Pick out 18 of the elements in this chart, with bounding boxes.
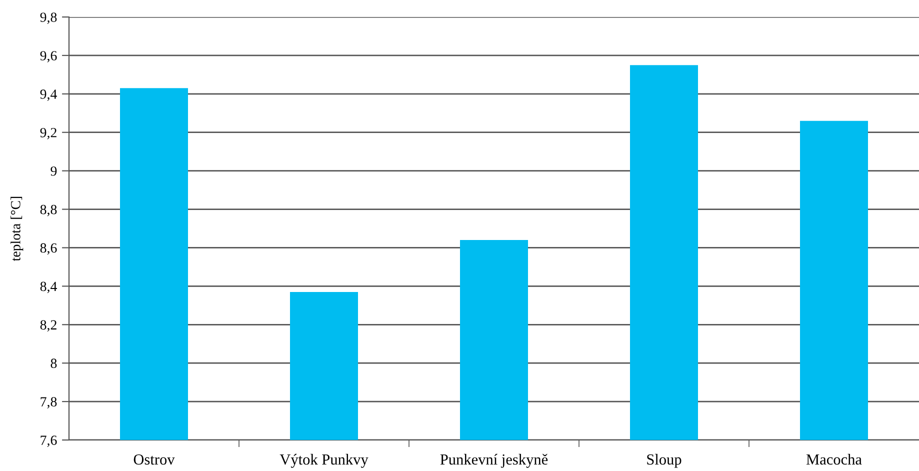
x-tick-label: Výtok Punkvy — [280, 454, 368, 468]
x-tick-label: Punkevní jeskyně — [440, 454, 548, 468]
y-tick-label: 9 — [50, 166, 57, 176]
y-tick-label: 8,6 — [40, 243, 57, 255]
y-tick-label: 7,6 — [40, 436, 57, 447]
y-tick-label: 8 — [50, 358, 57, 368]
y-tick-label: 9,4 — [40, 90, 57, 101]
y-tick-label: 8,8 — [40, 204, 57, 216]
y-tick-label: 8,4 — [40, 282, 57, 294]
y-axis-title: teplota [°C] — [10, 196, 24, 262]
y-tick-label: 9,2 — [40, 128, 56, 140]
x-tick-label: Sloup — [647, 454, 682, 468]
y-tick-label: 8,2 — [40, 320, 56, 332]
x-tick-label: Ostrov — [134, 454, 175, 465]
x-tick-label: Macocha — [806, 454, 862, 465]
y-tick-label: 7,8 — [40, 397, 57, 408]
y-tick-label: 9,6 — [40, 51, 57, 62]
y-tick-label: 9,8 — [40, 12, 57, 24]
